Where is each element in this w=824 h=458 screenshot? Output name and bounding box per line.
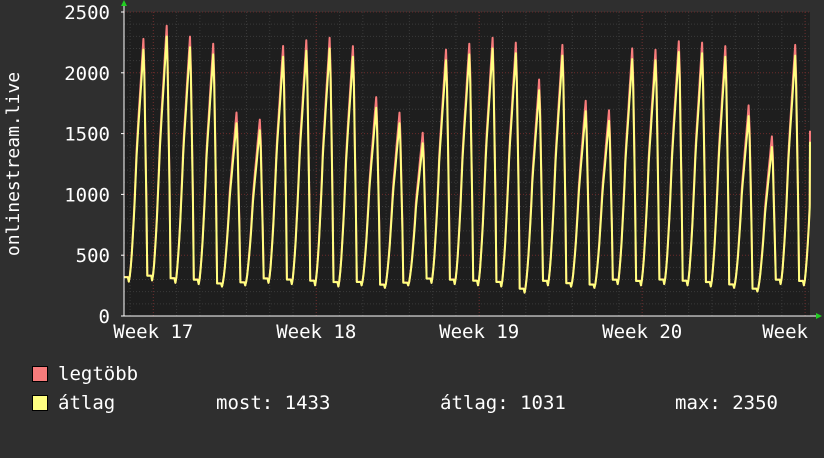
- y-tick-label: 2000: [64, 63, 110, 85]
- legend-swatch-max: [32, 366, 48, 382]
- series-line-atlag: [124, 35, 811, 294]
- y-tick-labels: 0 500 1000 1500 2000 2500: [64, 2, 110, 328]
- series-layer: [124, 24, 811, 294]
- legend-label-max: legtöbb: [58, 363, 139, 385]
- x-tick-label: Week 18: [276, 321, 356, 343]
- y-tick-label: 2500: [64, 2, 110, 24]
- x-axis-arrow: [816, 313, 822, 319]
- y-tick-label: 500: [76, 245, 110, 267]
- legend-label-avg: átlag: [58, 392, 116, 414]
- x-tick-label: Week: [762, 321, 808, 343]
- stat-current: most: 1433: [216, 392, 331, 414]
- y-tick-label: 1000: [64, 184, 110, 206]
- x-tick-labels: Week 17 Week 18 Week 19 Week 20 Week: [113, 321, 808, 343]
- y-axis-label: onlinestream.live: [3, 72, 24, 256]
- y-tick-label: 0: [99, 306, 110, 328]
- y-axis-arrow: [121, 0, 127, 6]
- x-tick-label: Week 19: [439, 321, 519, 343]
- axes-layer: [121, 0, 822, 319]
- legend-swatch-avg: [32, 395, 48, 411]
- legend-item-avg: átlag: [32, 392, 115, 414]
- x-tick-label: Week 20: [602, 321, 682, 343]
- x-tick-label: Week 17: [113, 321, 193, 343]
- stat-average: átlag: 1031: [440, 392, 566, 414]
- y-tick-label: 1500: [64, 124, 110, 146]
- plot-area: [124, 12, 810, 316]
- legend-item-max: legtöbb: [32, 363, 138, 385]
- stat-maximum: max: 2350: [675, 392, 778, 414]
